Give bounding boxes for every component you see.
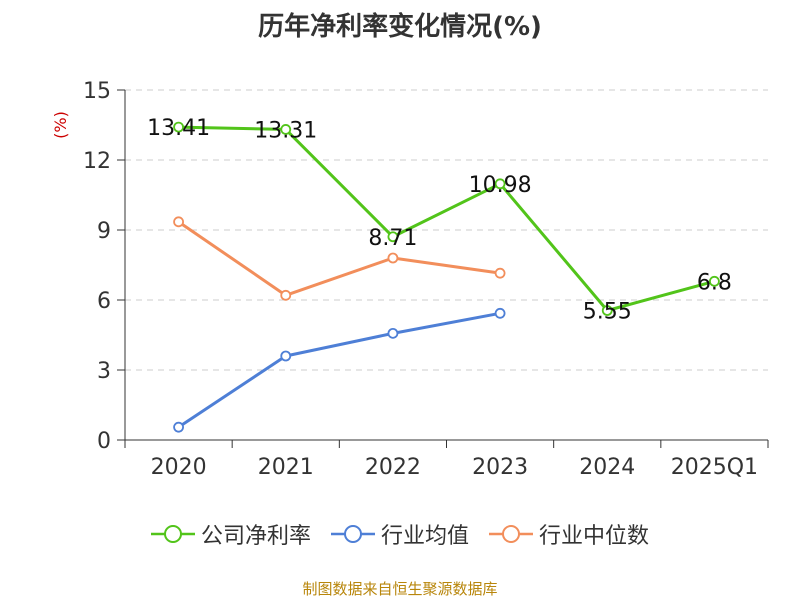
data-point [387,252,399,264]
data-label: 6.8 [697,270,732,295]
data-point [494,178,506,190]
data-label: 13.31 [254,118,317,143]
series-line [177,220,501,297]
data-point [280,124,292,135]
data-point [173,421,184,433]
x-tick-label: 2023 [472,455,528,480]
x-tick-label: 2024 [579,455,635,480]
legend-label-net-margin: 公司净利率 [200,524,311,549]
x-tick-label: 2021 [258,455,314,480]
x-tick-label: 2025Q1 [671,455,758,480]
data-point [173,216,184,228]
data-point [387,231,399,243]
data-point [494,267,506,279]
y-tick-label: 15 [83,79,111,104]
data-label: 5.55 [583,300,632,325]
series-line [177,311,501,429]
data-point [494,307,506,319]
legend-item-net-margin[interactable]: 公司净利率 [150,518,311,550]
data-point [601,305,613,316]
y-tick-label: 3 [97,359,111,384]
legend-line-circle-icon [330,525,375,543]
y-axis-label: (%) [51,111,70,139]
chart-title: 历年净利率变化情况(%) [258,12,542,42]
legend-label-industry-avg: 行业均值 [380,524,469,549]
legend-label-industry-median: 行业中位数 [539,524,650,549]
y-tick-label: 12 [83,149,111,174]
y-tick-label: 0 [97,429,111,454]
data-label: 13.41 [147,116,210,141]
series-line [178,125,715,312]
legend: 公司净利率 行业均值 行业中位数 [0,518,800,550]
legend-item-industry-avg[interactable]: 行业均值 [330,518,469,550]
legend-item-industry-median[interactable]: 行业中位数 [489,518,649,550]
data-label: 10.98 [469,173,532,198]
data-point [387,327,399,339]
x-tick-label: 2020 [151,455,207,480]
y-tick-label: 6 [97,289,111,314]
data-label: 8.71 [368,226,417,251]
data-point [709,275,720,287]
legend-line-circle-icon [489,525,533,543]
y-tick-label: 9 [97,219,111,244]
data-point [280,289,292,301]
legend-line-circle-icon [150,525,195,543]
data-point [173,121,184,133]
x-tick-label: 2022 [365,455,421,480]
data-point [280,350,292,362]
source-note: 制图数据来自恒生聚源数据库 [302,580,498,598]
